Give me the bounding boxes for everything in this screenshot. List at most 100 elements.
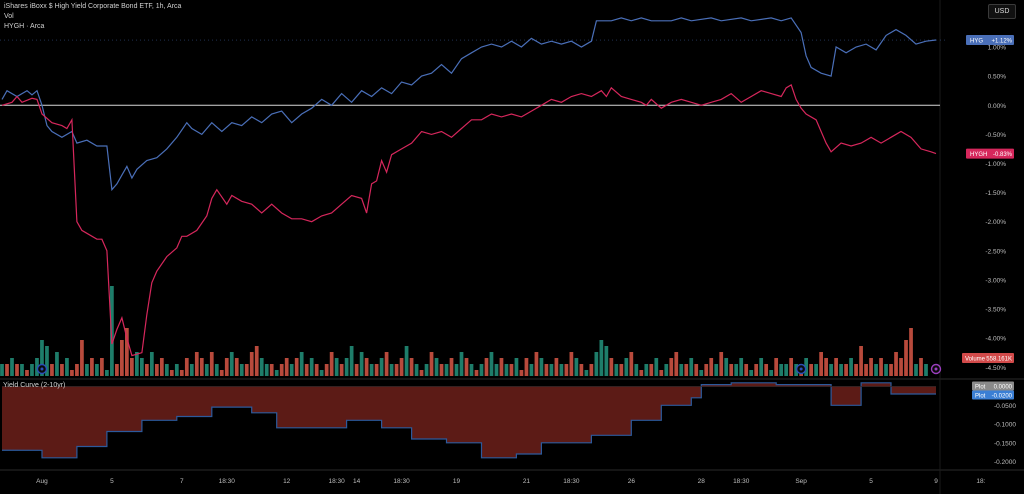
volume-bar bbox=[569, 352, 574, 376]
volume-label-value: 558.161K bbox=[986, 357, 1012, 363]
volume-bar bbox=[319, 370, 324, 376]
volume-bar bbox=[439, 364, 444, 376]
volume-bar bbox=[419, 370, 424, 376]
volume-bar bbox=[274, 370, 279, 376]
volume-bar bbox=[514, 358, 519, 376]
volume-bar bbox=[524, 358, 529, 376]
volume-bar bbox=[699, 370, 704, 376]
volume-bar bbox=[479, 364, 484, 376]
price-axis-tick: 0.50% bbox=[988, 74, 1007, 81]
volume-bar bbox=[924, 364, 928, 376]
volume-bar bbox=[844, 364, 848, 376]
volume-bar bbox=[80, 340, 84, 376]
volume-bar bbox=[294, 358, 299, 376]
price-axis-tick: -1.00% bbox=[985, 161, 1006, 168]
volume-bar bbox=[289, 364, 294, 376]
volume-bar bbox=[549, 364, 554, 376]
volume-bar bbox=[624, 358, 629, 376]
volume-bar bbox=[849, 358, 853, 376]
volume-bar bbox=[879, 358, 883, 376]
time-axis-tick: 5 bbox=[110, 478, 114, 485]
volume-bar bbox=[134, 352, 139, 376]
volume-bar bbox=[384, 352, 389, 376]
volume-bar bbox=[744, 364, 749, 376]
volume-bar bbox=[829, 364, 833, 376]
label-bg bbox=[966, 148, 1014, 159]
volume-bar bbox=[664, 364, 669, 376]
volume-bar bbox=[889, 364, 893, 376]
volume-bar bbox=[105, 370, 109, 376]
time-axis-tick: 18:30 bbox=[329, 478, 346, 485]
last-label-name: HYGH bbox=[970, 152, 987, 158]
volume-bar bbox=[584, 370, 589, 376]
volume-bar bbox=[399, 358, 404, 376]
volume-bar bbox=[389, 364, 394, 376]
time-axis-tick: 7 bbox=[180, 478, 184, 485]
volume-bar bbox=[869, 358, 873, 376]
volume-bar bbox=[364, 358, 369, 376]
event-marker-dot bbox=[40, 367, 44, 371]
volume-bar bbox=[304, 364, 309, 376]
volume-bar bbox=[904, 340, 908, 376]
volume-bar bbox=[814, 364, 818, 376]
volume-bar bbox=[120, 340, 124, 376]
volume-bar bbox=[414, 364, 419, 376]
last-label-name: HYG bbox=[970, 39, 983, 45]
yield-label-name: Plot bbox=[975, 393, 986, 399]
volume-bar bbox=[125, 328, 129, 376]
volume-bar bbox=[404, 346, 409, 376]
volume-bar bbox=[659, 370, 664, 376]
volume-bar bbox=[199, 358, 204, 376]
volume-bar bbox=[65, 358, 69, 376]
volume-bar bbox=[579, 364, 584, 376]
volume-bar bbox=[374, 364, 379, 376]
volume-bar bbox=[834, 358, 838, 376]
volume-indicator-label: Vol bbox=[4, 13, 14, 20]
volume-bar bbox=[729, 364, 734, 376]
volume-bar bbox=[789, 358, 794, 376]
time-axis-tick: 28 bbox=[698, 478, 706, 485]
time-axis-tick: Sep bbox=[795, 478, 807, 485]
volume-bar bbox=[249, 352, 254, 376]
volume-bar bbox=[189, 364, 194, 376]
compare-symbol-label: HYGH · Arca bbox=[4, 23, 45, 30]
volume-bar bbox=[444, 364, 449, 376]
volume-bar bbox=[784, 364, 789, 376]
volume-bar bbox=[50, 364, 54, 376]
time-axis-tick: 18:30 bbox=[563, 478, 580, 485]
volume-bar bbox=[529, 364, 534, 376]
volume-bar bbox=[369, 364, 374, 376]
volume-bar bbox=[884, 364, 888, 376]
volume-bar bbox=[284, 358, 289, 376]
volume-bar bbox=[669, 358, 674, 376]
volume-bar bbox=[90, 358, 94, 376]
event-marker-dot bbox=[799, 367, 803, 371]
volume-bar bbox=[409, 358, 414, 376]
volume-bar bbox=[264, 364, 269, 376]
volume-bar bbox=[454, 364, 459, 376]
time-axis-tick: 18:30 bbox=[733, 478, 750, 485]
volume-bar bbox=[534, 352, 539, 376]
volume-bar bbox=[504, 364, 509, 376]
volume-bar bbox=[689, 358, 694, 376]
volume-bar bbox=[459, 352, 464, 376]
yield-label-name: Plot bbox=[975, 384, 986, 390]
volume-bar bbox=[589, 364, 594, 376]
volume-bar bbox=[344, 358, 349, 376]
price-axis-tick: 1.00% bbox=[988, 45, 1007, 52]
volume-bar bbox=[809, 364, 813, 376]
volume-bar bbox=[15, 364, 19, 376]
volume-bar bbox=[229, 352, 234, 376]
volume-bar bbox=[70, 370, 74, 376]
volume-bar bbox=[914, 364, 918, 376]
currency-button[interactable]: USD bbox=[988, 4, 1016, 19]
volume-bar bbox=[619, 364, 624, 376]
volume-bar bbox=[754, 364, 759, 376]
volume-bar bbox=[639, 370, 644, 376]
volume-bar bbox=[379, 358, 384, 376]
volume-bar bbox=[739, 358, 744, 376]
volume-bar bbox=[314, 364, 319, 376]
volume-bar bbox=[759, 358, 764, 376]
time-axis-tick: Aug bbox=[36, 478, 48, 485]
